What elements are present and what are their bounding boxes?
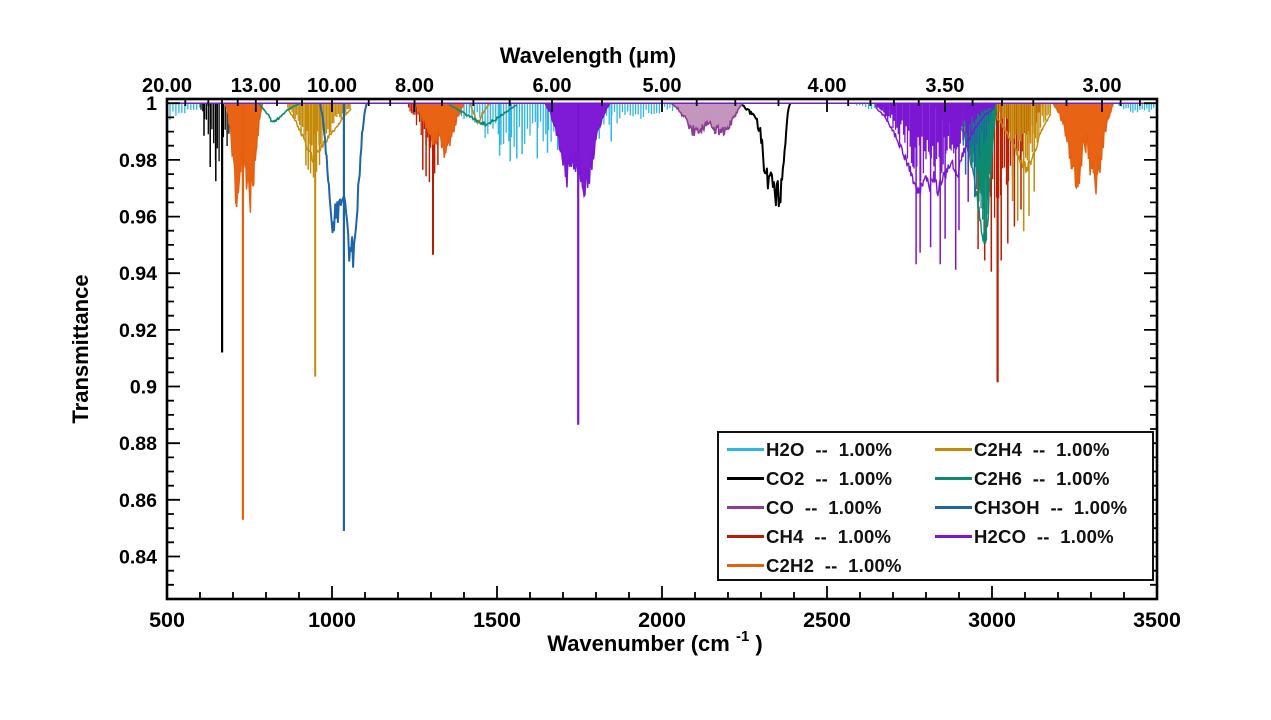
legend-swatch-C2H6 <box>935 477 972 480</box>
top-tick-label-5.00: 5.00 <box>643 75 682 97</box>
legend-item-C2H2: C2H2 -- 1.00% <box>727 551 902 580</box>
y-tick-label-0.96: 0.96 <box>119 207 157 229</box>
legend-swatch-H2O <box>727 448 764 451</box>
legend-item-CO: CO -- 1.00% <box>727 493 902 522</box>
y-tick-label-0.9: 0.9 <box>130 377 157 399</box>
legend-label-CO: CO -- 1.00% <box>766 496 882 518</box>
top-tick-label-10.00: 10.00 <box>307 75 357 97</box>
y-tick-label-0.94: 0.94 <box>119 263 157 285</box>
top-tick-label-4.00: 4.00 <box>808 75 847 97</box>
top-tick-label-8.00: 8.00 <box>395 75 434 97</box>
x-tick-label-3500: 3500 <box>1133 608 1181 632</box>
legend-swatch-CO2 <box>727 477 764 480</box>
legend-box: H2O -- 1.00% CO2 -- 1.00% CO -- 1.00% CH4 -… <box>717 431 1154 581</box>
bottom-axis-title-suffix: ) <box>755 631 762 656</box>
x-tick-label-1000: 1000 <box>308 608 356 632</box>
legend-item-CO2: CO2 -- 1.00% <box>727 464 902 493</box>
y-axis-title: Transmittance <box>68 274 93 423</box>
top-tick-label-3.50: 3.50 <box>925 75 964 97</box>
y-tick-label-0.84: 0.84 <box>119 547 157 569</box>
legend-label-CO2: CO2 -- 1.00% <box>766 467 893 489</box>
legend-label-H2O: H2O -- 1.00% <box>766 438 893 460</box>
x-tick-label-3000: 3000 <box>968 608 1016 632</box>
y-tick-label-0.88: 0.88 <box>119 433 157 455</box>
axes-layer: 500 1000 1500 2000 2500 3000 350010.980.960.94… <box>119 75 1181 632</box>
legend-label-C2H2: C2H2 -- 1.00% <box>766 554 902 576</box>
legend-swatch-CO <box>727 506 764 509</box>
x-tick-label-2500: 2500 <box>803 608 851 632</box>
legend-label-C2H4: C2H4 -- 1.00% <box>974 438 1110 460</box>
legend-swatch-CH3OH <box>935 506 972 509</box>
legend-label-CH4: CH4 -- 1.00% <box>766 525 892 547</box>
x-tick-label-2000: 2000 <box>638 608 686 632</box>
legend-label-H2CO: H2CO -- 1.00% <box>974 525 1114 547</box>
top-tick-label-3.00: 3.00 <box>1083 75 1122 97</box>
bottom-axis-title-prefix: Wavenumber (cm <box>547 631 730 656</box>
legend-item-C2H4: C2H4 -- 1.00% <box>935 435 1127 464</box>
x-tick-label-1500: 1500 <box>473 608 521 632</box>
legend-label-CH3OH: CH3OH -- 1.00% <box>974 496 1128 518</box>
legend-swatch-CH4 <box>727 535 764 538</box>
top-tick-label-13.00: 13.00 <box>231 75 281 97</box>
bottom-axis-title: Wavenumber (cm -1 ) <box>547 621 763 656</box>
legend-item-C2H6: C2H6 -- 1.00% <box>935 464 1127 493</box>
legend-swatch-H2CO <box>935 535 972 538</box>
legend-item-H2O: H2O -- 1.00% <box>727 435 902 464</box>
y-tick-label-0.92: 0.92 <box>119 320 157 342</box>
x-tick-label-500: 500 <box>149 608 185 632</box>
legend-label-C2H6: C2H6 -- 1.00% <box>974 467 1110 489</box>
legend-item-H2CO: H2CO -- 1.00% <box>935 522 1127 551</box>
top-axis-title: Wavelength (μm) <box>500 43 676 68</box>
legend-swatch-C2H4 <box>935 448 972 451</box>
bottom-axis-title-superscript: -1 <box>736 628 749 645</box>
legend-item-CH4: CH4 -- 1.00% <box>727 522 902 551</box>
legend-column-1: H2O -- 1.00% CO2 -- 1.00% CO -- 1.00% CH4 -… <box>727 435 902 580</box>
legend-column-2: C2H4 -- 1.00% C2H6 -- 1.00% CH3OH -- 1.00%… <box>935 435 1127 551</box>
y-tick-label-0.98: 0.98 <box>119 150 157 172</box>
legend-swatch-C2H2 <box>727 564 764 567</box>
top-tick-label-20.00: 20.00 <box>142 75 192 97</box>
y-tick-label-0.86: 0.86 <box>119 490 157 512</box>
legend-item-CH3OH: CH3OH -- 1.00% <box>935 493 1127 522</box>
top-tick-label-6.00: 6.00 <box>533 75 572 97</box>
axis-ticks <box>166 99 1158 599</box>
y-tick-label-1: 1 <box>146 93 157 115</box>
